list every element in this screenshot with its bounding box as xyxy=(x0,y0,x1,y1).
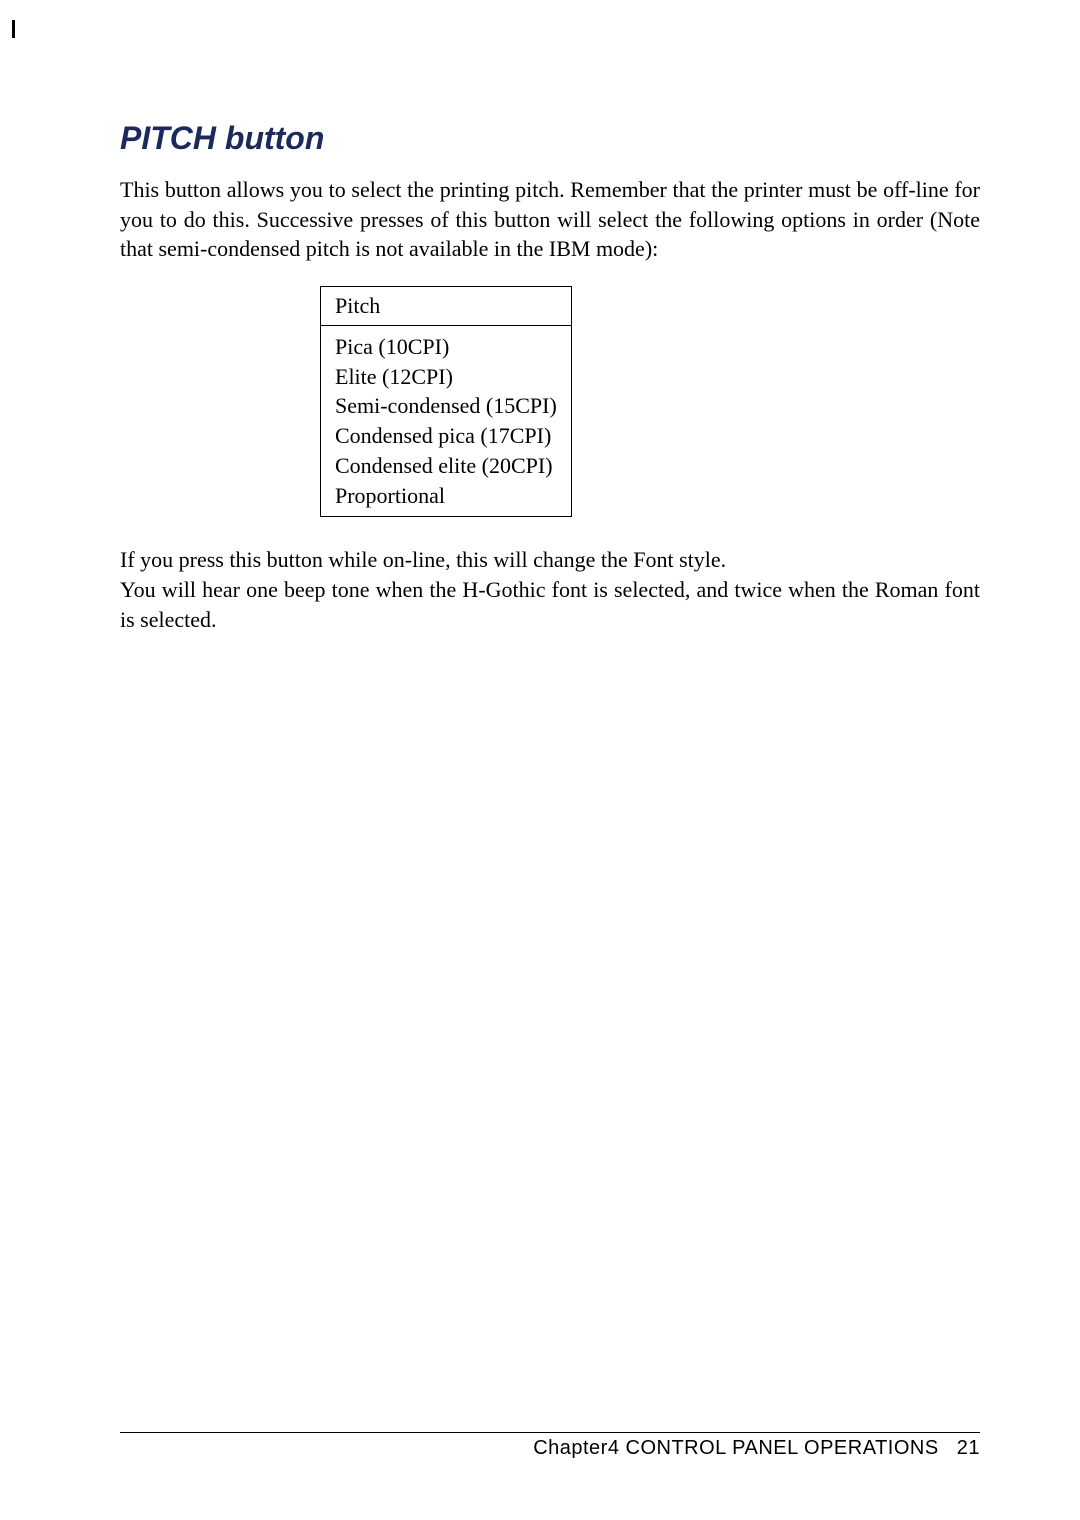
table-row: Semi-condensed (15CPI) xyxy=(335,391,557,421)
intro-paragraph: This button allows you to select the pri… xyxy=(120,175,980,264)
closing-paragraph: If you press this button while on-line, … xyxy=(120,545,980,634)
table-header: Pitch xyxy=(321,287,572,326)
table-row: Elite (12CPI) xyxy=(335,362,557,392)
table-row: Condensed elite (20CPI) xyxy=(335,451,557,481)
footer-chapter: Chapter4 CONTROL PANEL OPERATIONS xyxy=(533,1437,939,1459)
closing-line-1: If you press this button while on-line, … xyxy=(120,547,726,572)
scan-edge-mark xyxy=(12,20,15,38)
table-row: Proportional xyxy=(335,481,557,511)
footer-text: Chapter4 CONTROL PANEL OPERATIONS 21 xyxy=(120,1437,980,1460)
table-body-cell: Pica (10CPI) Elite (12CPI) Semi-condense… xyxy=(321,326,572,517)
footer-rule xyxy=(120,1432,980,1433)
pitch-table: Pitch Pica (10CPI) Elite (12CPI) Semi-co… xyxy=(320,286,572,517)
footer-page-number: 21 xyxy=(957,1437,980,1459)
table-row: Pica (10CPI) xyxy=(335,332,557,362)
closing-line-2: You will hear one beep tone when the H-G… xyxy=(120,577,980,632)
section-title: PITCH button xyxy=(120,120,980,157)
page-footer: Chapter4 CONTROL PANEL OPERATIONS 21 xyxy=(120,1432,980,1460)
table-row: Condensed pica (17CPI) xyxy=(335,421,557,451)
